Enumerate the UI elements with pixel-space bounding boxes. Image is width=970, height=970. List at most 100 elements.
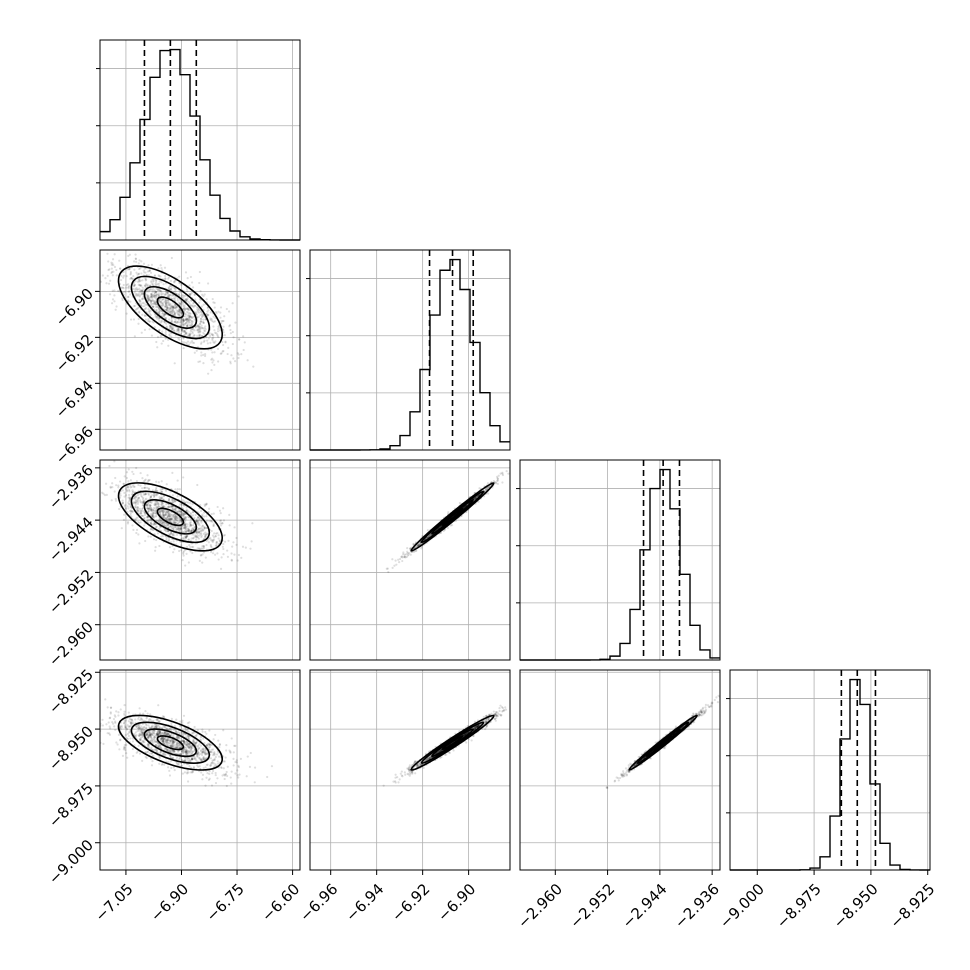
sample-point <box>129 510 131 512</box>
sample-point <box>210 311 212 313</box>
sample-point <box>109 727 111 729</box>
sample-point <box>143 500 145 502</box>
sample-point <box>136 293 138 295</box>
sample-point <box>213 512 215 514</box>
sample-point <box>207 373 209 375</box>
sample-point <box>150 304 152 306</box>
sample-point <box>208 729 210 731</box>
sample-point <box>182 319 184 321</box>
sample-point <box>150 509 152 511</box>
sample-point <box>182 321 184 323</box>
sample-point <box>138 262 140 264</box>
sample-point <box>144 329 146 331</box>
sample-point <box>128 494 130 496</box>
sample-point <box>199 360 201 362</box>
sample-point <box>180 520 182 522</box>
sample-point <box>228 310 230 312</box>
sample-point <box>134 718 136 720</box>
sample-point <box>164 267 166 269</box>
sample-point <box>147 264 149 266</box>
sample-point <box>222 320 224 322</box>
sample-point <box>210 551 212 553</box>
sample-point <box>236 759 238 761</box>
sample-point <box>188 309 190 311</box>
sample-point <box>417 544 419 546</box>
sample-point <box>158 320 160 322</box>
sample-point <box>141 332 143 334</box>
sample-point <box>180 320 182 322</box>
sample-point <box>132 288 134 290</box>
sample-point <box>115 484 117 486</box>
sample-point <box>191 552 193 554</box>
sample-point <box>122 489 124 491</box>
sample-point <box>147 519 149 521</box>
histogram-step-3 <box>520 470 720 660</box>
sample-point <box>178 528 180 530</box>
sample-point <box>183 555 185 557</box>
sample-point <box>140 293 142 295</box>
sample-point <box>146 474 148 476</box>
sample-point <box>117 485 119 487</box>
sample-point <box>143 487 145 489</box>
sample-point <box>160 535 162 537</box>
sample-point <box>112 224 114 226</box>
sample-point <box>218 537 220 539</box>
sample-point <box>123 514 125 516</box>
sample-point <box>168 770 170 772</box>
sample-point <box>181 341 183 343</box>
sample-point <box>209 746 211 748</box>
hist-frame <box>520 460 720 660</box>
sample-point <box>158 274 160 276</box>
sample-point <box>213 351 215 353</box>
hist-panel-4 <box>726 670 930 870</box>
sample-point <box>148 328 150 330</box>
sample-point <box>203 304 205 306</box>
sample-point <box>160 489 162 491</box>
sample-point <box>133 291 135 293</box>
sample-point <box>149 269 151 271</box>
sample-point <box>120 494 122 496</box>
sample-point <box>108 283 110 285</box>
sample-point <box>91 285 93 287</box>
sample-point <box>160 267 162 269</box>
sample-point <box>178 310 180 312</box>
sample-point <box>155 504 157 506</box>
sample-point <box>135 504 137 506</box>
sample-point <box>144 517 146 519</box>
sample-point <box>244 341 246 343</box>
sample-point <box>229 329 231 331</box>
sample-point <box>158 329 160 331</box>
sample-point <box>150 310 152 312</box>
sample-point <box>189 550 191 552</box>
sample-point <box>186 546 188 548</box>
sample-point <box>138 318 140 320</box>
sample-point <box>170 321 172 323</box>
sample-point <box>174 318 176 320</box>
sample-point <box>107 260 109 262</box>
sample-point <box>86 495 88 497</box>
sample-point <box>195 538 197 540</box>
sample-point <box>217 335 219 337</box>
sample-point <box>459 502 461 504</box>
sample-point <box>156 346 158 348</box>
sample-point <box>143 494 145 496</box>
sample-point <box>171 499 173 501</box>
sample-point <box>159 309 161 311</box>
sample-point <box>160 322 162 324</box>
sample-point <box>200 318 202 320</box>
sample-point <box>184 315 186 317</box>
sample-point <box>126 275 128 277</box>
sample-point <box>121 527 123 529</box>
sample-point <box>185 313 187 315</box>
sample-point <box>190 276 192 278</box>
sample-point <box>137 289 139 291</box>
sample-point <box>506 470 508 472</box>
sample-point <box>237 357 239 359</box>
sample-point <box>205 544 207 546</box>
sample-point <box>183 500 185 502</box>
sample-point <box>199 290 201 292</box>
sample-point <box>223 519 225 521</box>
sample-point <box>196 518 198 520</box>
sample-point <box>170 514 172 516</box>
sample-point <box>177 337 179 339</box>
